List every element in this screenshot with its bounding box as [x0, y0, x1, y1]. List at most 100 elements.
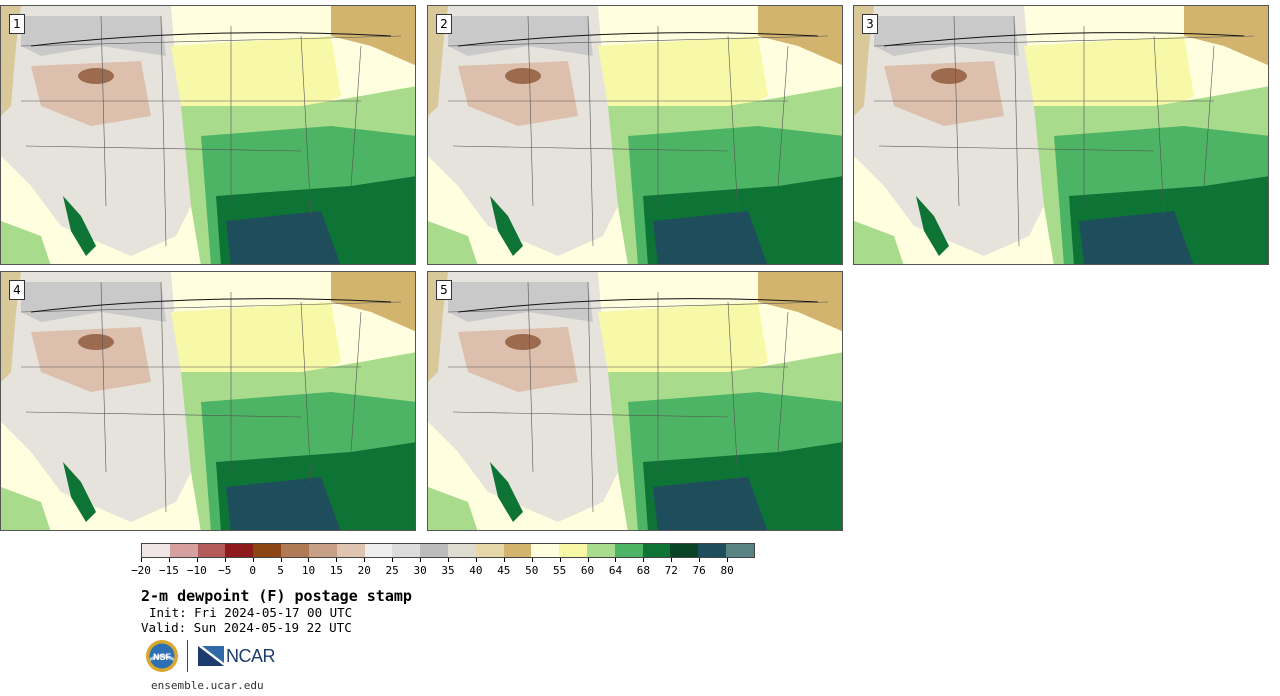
colorbar-swatch [281, 544, 309, 557]
state-border [25, 145, 302, 152]
colorbar-tick-label: −5 [218, 564, 232, 577]
colorbar-tick [224, 558, 226, 562]
colorbar-tick-label: 68 [636, 564, 650, 577]
dewpoint-map [854, 6, 1268, 264]
colorbar-tick [448, 558, 449, 562]
northern-rockies-region [874, 16, 1019, 56]
colorbar-swatch [336, 544, 365, 557]
dewpoint-map [428, 272, 842, 530]
dewpoint-map [1, 6, 415, 264]
colorbar-tick [727, 558, 729, 562]
gulf-of-mexico-region [226, 211, 341, 264]
colorbar-tick [252, 558, 254, 562]
state-border [20, 35, 402, 47]
pacific-moist-region [854, 221, 904, 264]
dry-core-region [505, 334, 541, 350]
great-basin-region [458, 327, 578, 392]
state-border [100, 281, 107, 473]
state-border [777, 311, 789, 453]
gulf-of-mexico-region [653, 211, 768, 264]
colorbar-tick-label: 64 [608, 564, 623, 577]
colorbar-tick [141, 558, 142, 562]
postage-stamp-panel-2: 2 [427, 5, 843, 265]
state-border [727, 35, 739, 217]
colorbar-tick-label: 15 [329, 564, 343, 577]
gulf-of-california-region [490, 462, 523, 522]
panel-label: 4 [9, 280, 25, 300]
postage-stamp-panel-5: 5 [427, 271, 843, 531]
colorbar-swatch [670, 544, 699, 557]
northern-rockies-region [448, 282, 593, 322]
colorbar-tick [308, 558, 310, 562]
international-border [30, 32, 392, 47]
colorbar-swatch [225, 544, 254, 557]
ncar-logo: NCAR [198, 645, 276, 667]
colorbar-swatch [197, 544, 226, 557]
colorbar-tick-label: 80 [720, 564, 734, 577]
colorbar-tick-label: 45 [497, 564, 511, 577]
colorbar-swatch [587, 544, 615, 557]
colorbar-tick-label: 72 [664, 564, 678, 577]
state-border [527, 281, 534, 473]
gulf-of-california-region [916, 196, 949, 256]
northern-rockies-region [21, 16, 166, 56]
dewpoint-map [1, 272, 415, 530]
colorbar-swatch [531, 544, 560, 557]
dry-core-region [505, 68, 541, 84]
state-border [953, 15, 960, 207]
colorbar-swatch [420, 544, 448, 557]
dry-core-region [78, 68, 114, 84]
site-url: ensemble.ucar.edu [151, 679, 264, 692]
colorbar-tick [336, 558, 338, 562]
colorbar-tick-label: 35 [441, 564, 455, 577]
state-border [587, 15, 594, 247]
ncar-mark-icon [198, 646, 224, 666]
pacific-moist-region [428, 487, 478, 530]
plains-region [1024, 36, 1194, 116]
colorbar-tick [587, 558, 589, 562]
colorbar-swatch [142, 544, 170, 557]
panel-label: 5 [436, 280, 452, 300]
dewpoint-colorbar [141, 543, 755, 558]
colorbar-tick [392, 558, 394, 562]
dry-core-region [931, 68, 967, 84]
valid-time: Valid: Sun 2024-05-19 22 UTC [141, 620, 352, 635]
colorbar-tick-label: −10 [186, 564, 207, 577]
postage-stamp-panel-4: 4 [0, 271, 416, 531]
great-basin-region [31, 61, 151, 126]
colorbar-tick-label: 30 [413, 564, 427, 577]
great-basin-region [884, 61, 1004, 126]
gulf-of-california-region [63, 462, 96, 522]
state-border [350, 311, 362, 453]
ncar-logo-text: NCAR [226, 645, 276, 666]
state-border [447, 35, 829, 47]
plains-region [171, 36, 341, 116]
great-basin-region [458, 61, 578, 126]
colorbar-swatch [364, 544, 393, 557]
international-border [30, 298, 392, 313]
gulf-of-mexico-region [653, 477, 768, 530]
state-border [1153, 35, 1165, 217]
colorbar-tick [643, 558, 645, 562]
colorbar-tick [420, 558, 422, 562]
international-border [883, 32, 1245, 47]
pacific-moist-region [1, 221, 51, 264]
colorbar-tick-label: 10 [301, 564, 316, 577]
nsf-logo-icon: NSF [146, 640, 178, 672]
colorbar-tick-label: 55 [553, 564, 567, 577]
colorbar-tick-label: 50 [525, 564, 539, 577]
state-border [447, 301, 829, 313]
colorbar-tick [196, 558, 198, 562]
state-border [160, 15, 167, 247]
logo-divider [187, 640, 188, 672]
gulf-of-mexico-region [1079, 211, 1194, 264]
colorbar-swatch [169, 544, 198, 557]
colorbar-tick-label: 40 [469, 564, 483, 577]
colorbar-tick [475, 558, 477, 562]
colorbar-swatch [503, 544, 532, 557]
pacific-moist-region [1, 487, 51, 530]
great-basin-region [31, 327, 151, 392]
colorbar-tick-label: 60 [580, 564, 595, 577]
state-border [527, 15, 534, 207]
colorbar-tick [699, 558, 701, 562]
